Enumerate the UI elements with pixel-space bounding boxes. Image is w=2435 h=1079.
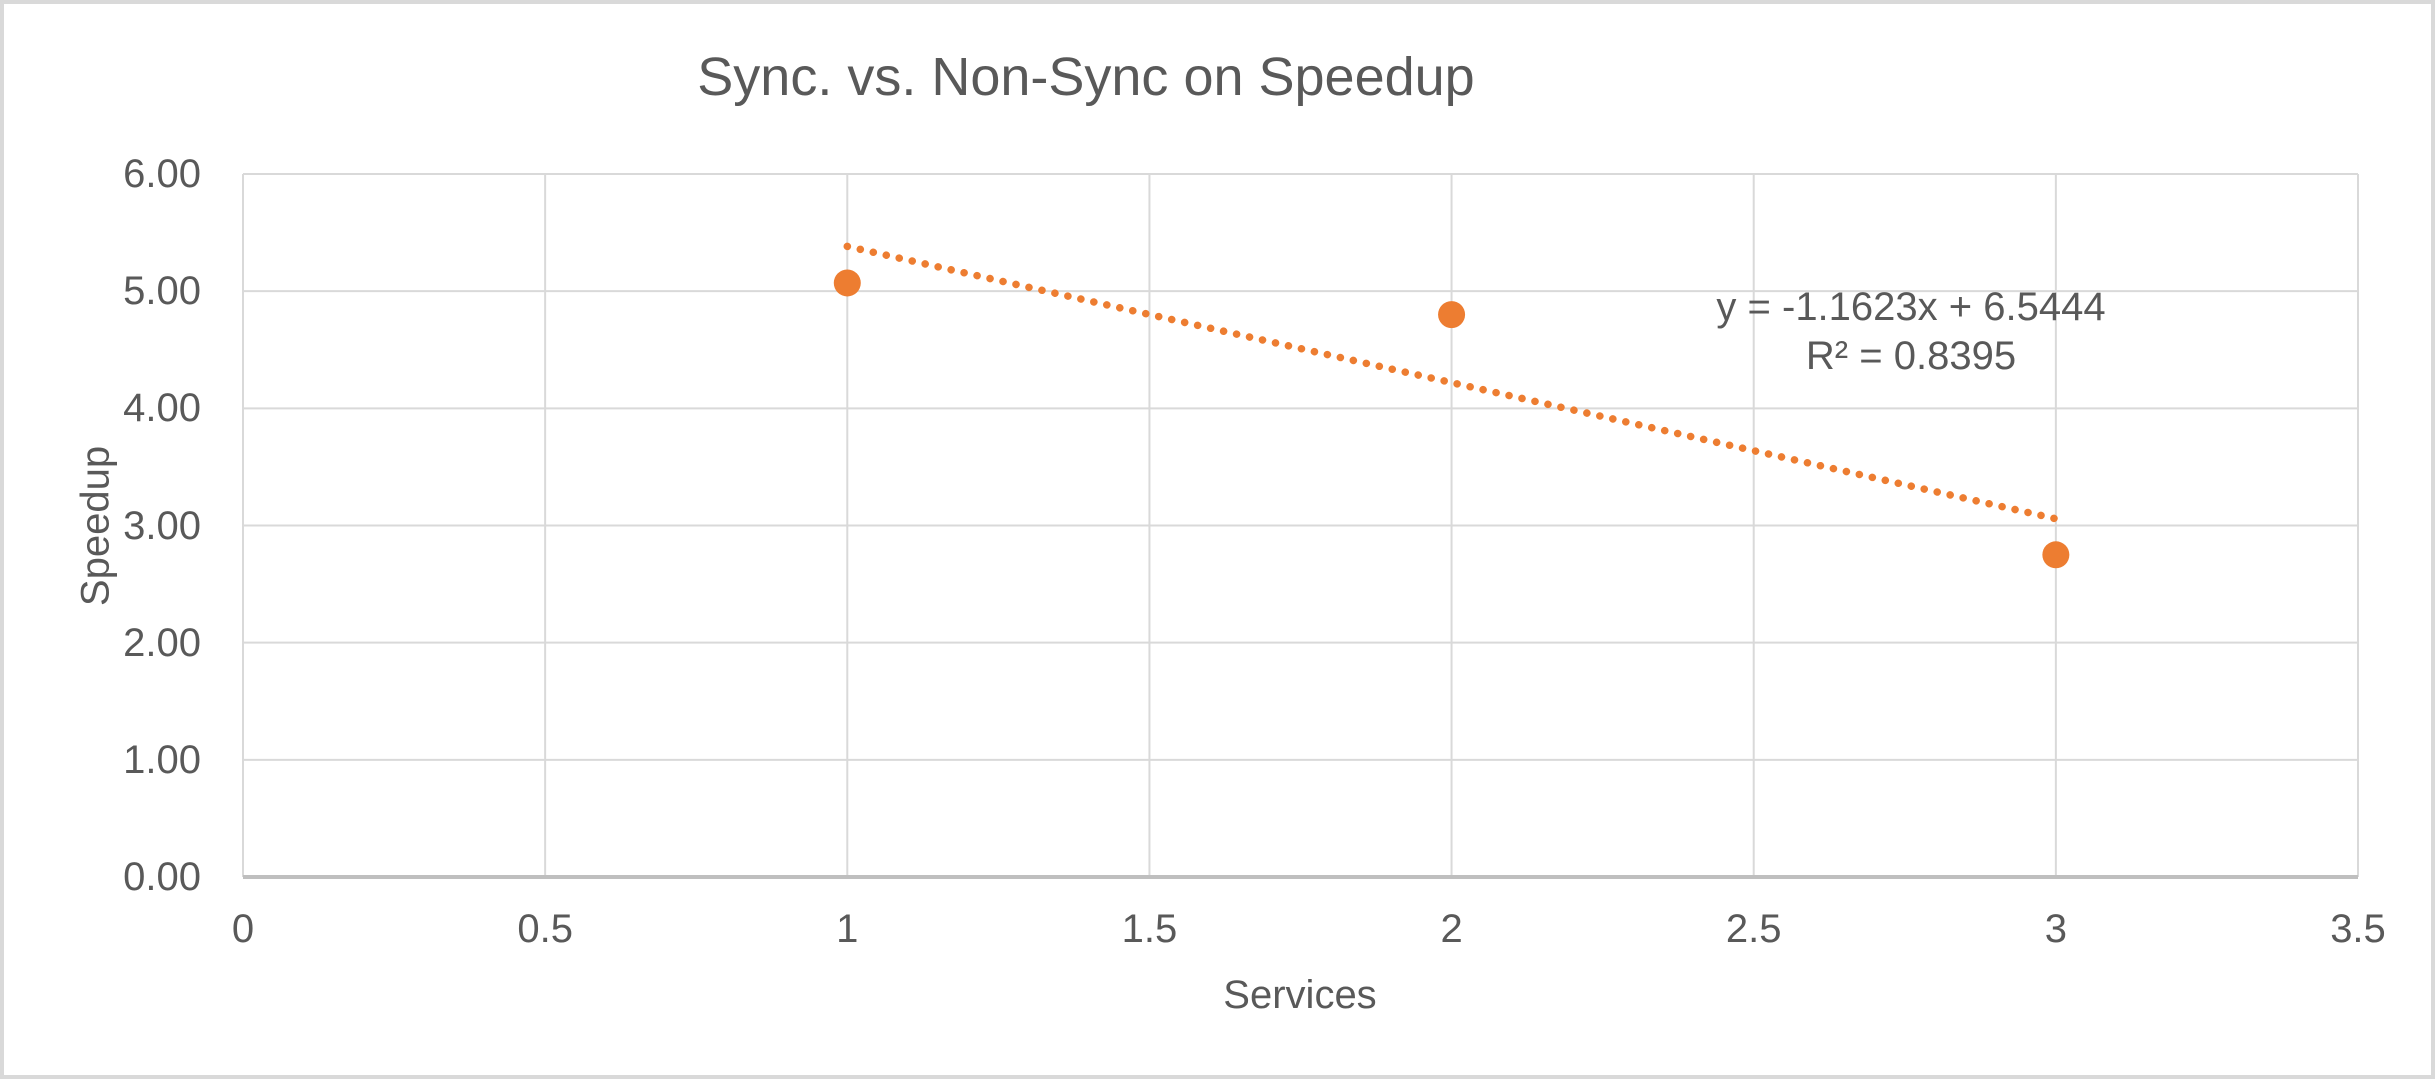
plot-canvas [242, 173, 2359, 879]
x-axis-tick-label: 0 [231, 907, 255, 951]
y-axis-tick-label: 5.00 [123, 269, 201, 314]
x-axis-tick-label: 2.5 [1725, 907, 1782, 951]
x-axis-tick-label: 2 [1440, 907, 1463, 951]
y-axis-tick-label: 6.00 [123, 152, 201, 196]
data-point [833, 269, 861, 297]
y-axis-tick-label: 2.00 [123, 620, 201, 665]
trendline-label: y = -1.1623x + 6.5444 R² = 0.8395 [1716, 283, 2105, 381]
y-axis-tick-label: 0.00 [123, 855, 201, 899]
y-axis-title: Speedup [73, 445, 118, 607]
x-axis-tick-label: 3.5 [2330, 907, 2386, 951]
x-axis-tick-label: 3 [2044, 907, 2067, 951]
chart-title: Sync. vs. Non-Sync on Speedup [697, 47, 1475, 107]
trendline-equation: y = -1.1623x + 6.5444 [1716, 285, 2106, 329]
x-axis-tick-label: 1.5 [1121, 907, 1178, 951]
data-point [1438, 301, 1466, 329]
x-axis-tick-label: 0.5 [517, 907, 573, 951]
y-axis-tick-label: 4.00 [123, 386, 201, 431]
x-axis-title: Services [1223, 973, 1377, 1017]
x-axis-tick-label: 1 [836, 907, 859, 951]
data-point [2042, 541, 2070, 569]
y-axis-tick-label: 1.00 [123, 737, 201, 782]
y-axis-tick-label: 3.00 [123, 503, 201, 548]
trendline-r-squared: R² = 0.8395 [1805, 334, 2017, 378]
